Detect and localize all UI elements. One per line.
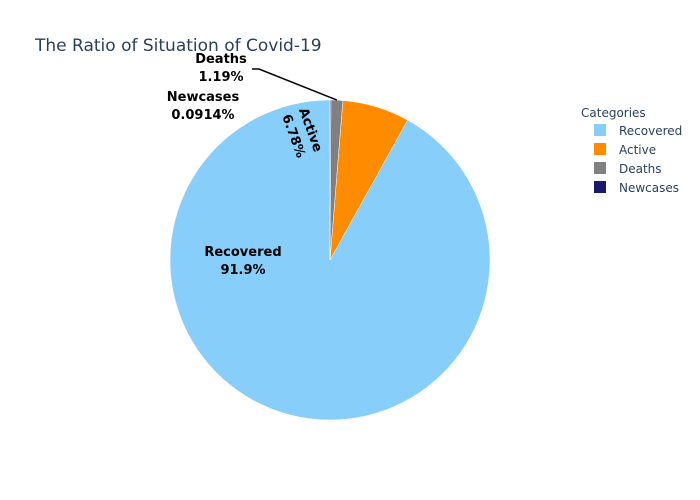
legend-item-newcases[interactable]: Newcases (619, 181, 679, 195)
legend-item-recovered[interactable]: Recovered (619, 124, 682, 138)
slice-label-deaths: Deaths 1.19% (195, 52, 247, 85)
pie-slice-newcases[interactable] (329, 99, 332, 261)
legend-swatch-recovered[interactable] (594, 124, 606, 136)
legend-item-deaths[interactable]: Deaths (619, 162, 662, 176)
deaths-leader-line (252, 68, 338, 101)
legend: Categories Recovered Active Deaths Newcases (581, 106, 682, 195)
legend-swatch-active[interactable] (594, 143, 606, 155)
legend-title: Categories (581, 106, 646, 120)
slice-label-newcases: Newcases 0.0914% (167, 90, 240, 123)
chart-title: The Ratio of Situation of Covid-19 (34, 36, 322, 56)
legend-swatch-newcases[interactable] (594, 181, 606, 193)
legend-item-active[interactable]: Active (619, 143, 656, 157)
pie-slices (169, 99, 491, 421)
slice-label-recovered: Recovered 91.9% (204, 245, 281, 278)
legend-swatch-deaths[interactable] (594, 162, 606, 174)
